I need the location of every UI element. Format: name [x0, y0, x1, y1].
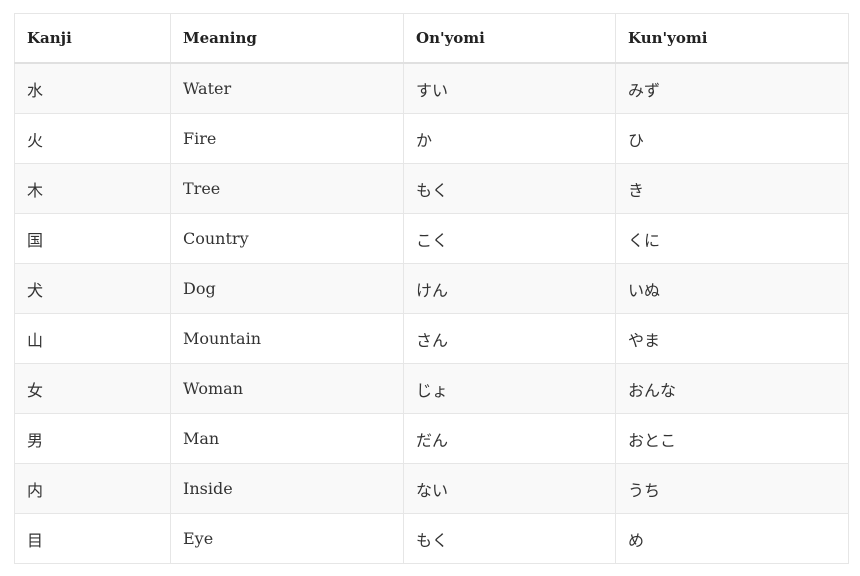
header-meaning: Meaning — [170, 13, 404, 64]
cell-kanji: 目 — [14, 513, 171, 564]
cell-kunyomi: いぬ — [615, 263, 849, 314]
cell-onyomi: すい — [403, 62, 616, 114]
cell-onyomi: もく — [403, 163, 616, 214]
cell-meaning: Country — [170, 213, 404, 264]
cell-meaning: Inside — [170, 463, 404, 514]
header-onyomi: On'yomi — [403, 13, 616, 64]
table-row: 目 Eye もく め — [14, 513, 849, 564]
cell-kanji: 男 — [14, 413, 171, 464]
cell-onyomi: もく — [403, 513, 616, 564]
cell-kunyomi: め — [615, 513, 849, 564]
cell-kanji: 犬 — [14, 263, 171, 314]
table-row: 火 Fire か ひ — [14, 113, 849, 164]
table-row: 木 Tree もく き — [14, 163, 849, 214]
cell-onyomi: こく — [403, 213, 616, 264]
cell-meaning: Fire — [170, 113, 404, 164]
cell-meaning: Tree — [170, 163, 404, 214]
cell-kanji: 水 — [14, 62, 171, 114]
table-row: 山 Mountain さん やま — [14, 313, 849, 364]
cell-onyomi: ない — [403, 463, 616, 514]
header-kunyomi: Kun'yomi — [615, 13, 849, 64]
cell-meaning: Man — [170, 413, 404, 464]
cell-meaning: Woman — [170, 363, 404, 414]
kanji-table: Kanji Meaning On'yomi Kun'yomi 水 Water す… — [14, 13, 849, 564]
cell-onyomi: けん — [403, 263, 616, 314]
table-body: 水 Water すい みず 火 Fire か ひ 木 Tree もく き 国 C… — [14, 62, 849, 564]
cell-kanji: 女 — [14, 363, 171, 414]
header-kanji: Kanji — [14, 13, 171, 64]
cell-meaning: Dog — [170, 263, 404, 314]
table-row: 水 Water すい みず — [14, 62, 849, 114]
cell-kunyomi: き — [615, 163, 849, 214]
cell-onyomi: さん — [403, 313, 616, 364]
cell-kunyomi: ひ — [615, 113, 849, 164]
header-row: Kanji Meaning On'yomi Kun'yomi — [14, 13, 849, 64]
table-row: 女 Woman じょ おんな — [14, 363, 849, 414]
cell-kanji: 山 — [14, 313, 171, 364]
cell-kanji: 国 — [14, 213, 171, 264]
table-header: Kanji Meaning On'yomi Kun'yomi — [14, 13, 849, 64]
cell-kunyomi: うち — [615, 463, 849, 514]
cell-kanji: 火 — [14, 113, 171, 164]
cell-kunyomi: やま — [615, 313, 849, 364]
cell-meaning: Water — [170, 62, 404, 114]
cell-kunyomi: くに — [615, 213, 849, 264]
cell-meaning: Mountain — [170, 313, 404, 364]
cell-meaning: Eye — [170, 513, 404, 564]
cell-onyomi: か — [403, 113, 616, 164]
cell-kanji: 内 — [14, 463, 171, 514]
cell-kunyomi: おとこ — [615, 413, 849, 464]
cell-kunyomi: おんな — [615, 363, 849, 414]
table-row: 男 Man だん おとこ — [14, 413, 849, 464]
cell-kanji: 木 — [14, 163, 171, 214]
cell-kunyomi: みず — [615, 62, 849, 114]
table-row: 犬 Dog けん いぬ — [14, 263, 849, 314]
cell-onyomi: じょ — [403, 363, 616, 414]
table-row: 国 Country こく くに — [14, 213, 849, 264]
kanji-table-container: Kanji Meaning On'yomi Kun'yomi 水 Water す… — [14, 13, 849, 564]
cell-onyomi: だん — [403, 413, 616, 464]
table-row: 内 Inside ない うち — [14, 463, 849, 514]
